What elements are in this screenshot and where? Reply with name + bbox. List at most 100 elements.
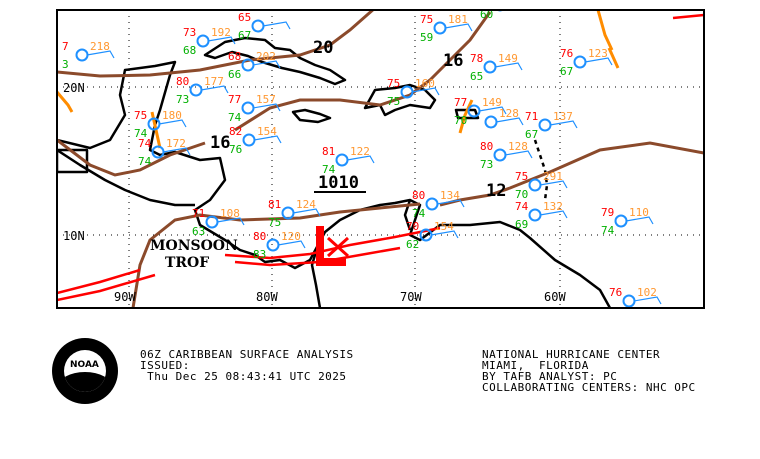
station-temperature: 75 bbox=[515, 170, 528, 183]
low-pressure-symbol bbox=[316, 226, 350, 266]
station-plot: 82 154 76 bbox=[229, 125, 282, 156]
station-dewpoint: 63 bbox=[192, 225, 205, 238]
isobar-label-16-east: 16 bbox=[443, 51, 463, 71]
station-pressure: 120 bbox=[281, 230, 301, 243]
station-plot: 75 180 74 bbox=[134, 109, 187, 140]
station-dewpoint: 67 bbox=[560, 65, 573, 78]
wind-barb bbox=[436, 199, 465, 208]
station-circle bbox=[242, 133, 256, 147]
lat-label-10n: 10N bbox=[63, 229, 85, 243]
station-circle bbox=[493, 148, 507, 162]
station-temperature: 81 bbox=[322, 145, 335, 158]
station-temperature: 76 bbox=[560, 47, 573, 60]
station-dewpoint: 73 bbox=[480, 158, 493, 171]
station-temperature: 75 bbox=[134, 109, 147, 122]
station-pressure: 160 bbox=[415, 77, 435, 90]
station-pressure: 154 bbox=[257, 125, 277, 138]
station-dewpoint: 74 bbox=[601, 224, 615, 237]
station-pressure: 132 bbox=[543, 200, 563, 213]
station-temperature: 76 bbox=[609, 286, 622, 299]
station-temperature: 81 bbox=[268, 198, 281, 211]
noaa-logo: NOAA bbox=[52, 338, 118, 404]
station-temperature: 68 bbox=[228, 50, 241, 63]
station-dewpoint: 66 bbox=[228, 68, 241, 81]
station-dewpoint: 70 bbox=[515, 188, 528, 201]
coast-cuba bbox=[203, 36, 347, 86]
station-circle bbox=[528, 178, 542, 192]
station-dewpoint: 70 bbox=[454, 114, 467, 127]
lon-label-80w: 80W bbox=[256, 290, 278, 304]
station-circle bbox=[622, 294, 636, 308]
station-dewpoint: 67 bbox=[525, 128, 538, 141]
station-plot: 81 124 75 bbox=[268, 198, 321, 229]
wind-barb bbox=[411, 87, 440, 96]
wind-barb bbox=[478, 106, 507, 115]
wind-barb bbox=[625, 216, 654, 225]
wind-barb bbox=[216, 217, 245, 226]
station-circle bbox=[251, 19, 265, 33]
station-temperature: 77 bbox=[454, 96, 467, 109]
wind-barb bbox=[505, 1, 532, 8]
station-dewpoint: 3 bbox=[62, 58, 69, 71]
station-circle bbox=[483, 60, 497, 74]
station-dewpoint: 83 bbox=[253, 248, 266, 261]
wind-barb bbox=[292, 208, 321, 217]
station-temperature: 78 bbox=[470, 52, 483, 65]
station-dewpoint: 74 bbox=[138, 155, 152, 168]
station-plot: 128 bbox=[484, 107, 524, 129]
station-circle bbox=[266, 238, 280, 252]
station-plot: 73 192 68 bbox=[183, 26, 236, 57]
station-circle bbox=[75, 48, 89, 62]
station-circle bbox=[484, 115, 498, 129]
station-circle bbox=[205, 215, 219, 229]
station-pressure: 149 bbox=[482, 96, 502, 109]
station-temperature: 73 bbox=[183, 26, 196, 39]
station-dewpoint: 75 bbox=[387, 95, 400, 108]
station-temperature: 70 bbox=[406, 220, 419, 233]
wind-barb bbox=[262, 21, 291, 30]
station-plot: 80 120 83 bbox=[253, 230, 306, 261]
station-pressure: 123 bbox=[588, 47, 608, 60]
station-pressure: 181 bbox=[448, 13, 468, 26]
wind-barb bbox=[549, 120, 578, 129]
isobar-label-12: 12 bbox=[486, 181, 506, 201]
station-circle bbox=[425, 197, 439, 211]
isobar-1016-east bbox=[234, 11, 492, 132]
station-plot: 75 291 70 bbox=[515, 170, 568, 201]
collaborating-centers: COLLABORATING CENTERS: NHC OPC bbox=[482, 381, 696, 394]
station-pressure: 180 bbox=[162, 109, 182, 122]
station-plot: 76 102 bbox=[609, 286, 662, 308]
station-circle bbox=[538, 118, 552, 132]
station-temperature: 65 bbox=[238, 11, 251, 24]
station-dewpoint: 74 bbox=[134, 127, 148, 140]
station-pressure: 177 bbox=[204, 75, 224, 88]
station-pressure: 108 bbox=[220, 207, 240, 220]
trof-label: TROF bbox=[165, 255, 209, 271]
station-plot: 75 181 59 bbox=[420, 13, 473, 44]
wind-barb bbox=[253, 135, 282, 144]
isobar-label-16-west: 16 bbox=[210, 133, 230, 153]
station-plot: 76 123 67 bbox=[560, 47, 613, 78]
monsoon-label: MONSOON bbox=[150, 238, 238, 254]
station-temperature: 80 bbox=[412, 189, 425, 202]
station-circle bbox=[495, 10, 505, 12]
station-plot: 80 128 73 bbox=[480, 140, 533, 171]
station-temperature: 71 bbox=[525, 110, 538, 123]
lon-label-70w: 70W bbox=[400, 290, 422, 304]
station-plot: 71 137 67 bbox=[525, 110, 578, 141]
station-dewpoint: 65 bbox=[470, 70, 483, 83]
wind-barb bbox=[444, 23, 473, 32]
station-plot: 71 108 63 bbox=[192, 207, 245, 238]
wind-barb bbox=[430, 230, 459, 239]
station-dewpoint: 74 bbox=[322, 163, 336, 176]
analyst: BY TAFB ANALYST: PC bbox=[482, 370, 618, 383]
station-dewpoint: 74 bbox=[412, 207, 426, 220]
station-dewpoint: 59 bbox=[420, 31, 433, 44]
station-dewpoint: 67 bbox=[238, 29, 251, 42]
station-dewpoint: 74 bbox=[228, 111, 242, 124]
center-name: NATIONAL HURRICANE CENTER bbox=[482, 348, 661, 361]
coast-jamaica bbox=[291, 108, 332, 124]
coast-central-america bbox=[57, 148, 195, 207]
